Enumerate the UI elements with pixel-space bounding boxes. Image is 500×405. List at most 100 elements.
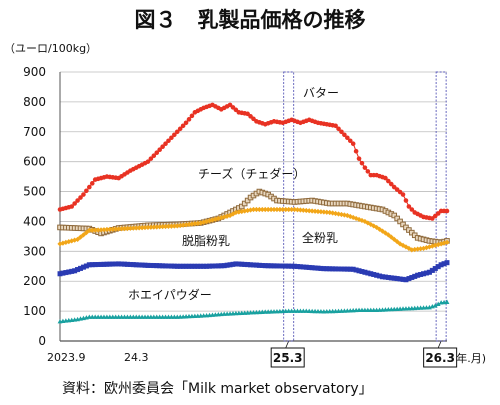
data-point [180,123,186,129]
data-point [333,123,338,129]
data-point [359,217,365,224]
data-point [145,224,151,231]
data-point [160,144,165,150]
data-point [342,132,347,138]
chart-title: 図３ 乳製品価格の推移 [135,8,366,32]
data-point [327,209,333,216]
series-3 [57,206,450,253]
data-point [154,150,160,155]
data-point [365,169,371,174]
data-point [432,242,438,248]
data-point [394,239,400,245]
data-point [383,175,388,181]
highlight-band [283,71,295,342]
data-point [362,218,368,225]
series-group [57,102,450,324]
y-tick-label: 500 [23,185,46,199]
data-point [321,209,327,215]
data-point [172,132,177,138]
data-point [386,178,391,184]
data-point [168,223,175,229]
x-tick-leader [437,340,442,349]
data-point [253,206,260,213]
highlight-bands [283,71,447,342]
data-point [409,207,415,212]
data-point [116,226,122,232]
data-point [142,224,148,231]
data-point [291,206,298,213]
data-point [189,113,195,119]
data-point [274,206,280,213]
data-point [423,244,430,251]
data-point [157,224,163,230]
data-point [294,207,301,213]
series-label: ホエイパウダー [128,287,212,302]
data-point [286,206,292,213]
data-point [400,242,406,248]
data-point [277,206,283,213]
data-point [66,239,72,245]
data-point [139,225,145,231]
y-tick-label: 800 [23,95,46,109]
series-5 [57,299,450,324]
data-point [356,156,362,161]
data-point [127,225,133,231]
data-point [391,236,397,242]
data-point [330,210,336,216]
data-point [345,135,350,141]
data-point [92,227,98,233]
data-point [101,227,107,233]
data-point [397,241,403,247]
series-label: 全粉乳 [302,230,338,245]
data-point [397,218,403,225]
data-point [262,206,268,213]
data-point [124,225,131,232]
data-point [432,303,438,308]
data-point [388,181,394,187]
data-point [145,159,151,164]
y-tick-label: 300 [23,244,46,258]
data-point [244,197,251,204]
series-label: バター [303,86,339,100]
data-point [186,117,192,122]
data-point [157,147,162,153]
source-note: 資料：欧州委員会「Milk market observatory」 [62,381,373,397]
data-point [241,200,248,207]
data-point [75,198,80,203]
data-point [81,192,86,197]
series-1 [57,102,450,221]
data-point [429,243,435,249]
data-point [256,206,262,213]
y-unit-label: （ユーロ/100kg） [4,42,97,55]
y-tick-label: 400 [23,214,46,228]
data-point [403,198,409,203]
data-point [265,206,271,213]
data-point [151,153,157,158]
y-tick-label: 700 [23,125,46,139]
data-point [400,221,406,228]
data-point [98,227,104,233]
data-point [359,160,365,166]
data-point [283,206,289,213]
data-point [444,239,450,245]
data-point [394,215,400,222]
data-point [362,165,368,170]
data-point [84,188,89,194]
data-point [318,209,324,215]
x-axis: 2023.9 24.3 25.3 26.3 [47,340,458,368]
data-point [87,184,92,190]
data-point [356,216,362,223]
data-point [268,206,274,213]
data-point [309,208,315,214]
data-point [238,203,245,210]
y-tick-label: 100 [23,304,46,318]
data-point [347,138,353,144]
highlight-band [435,71,447,342]
data-point [107,226,113,232]
data-point [118,226,125,232]
data-point [406,204,412,209]
data-point [332,210,339,217]
x-tick-label: 2023.9 [47,351,86,364]
